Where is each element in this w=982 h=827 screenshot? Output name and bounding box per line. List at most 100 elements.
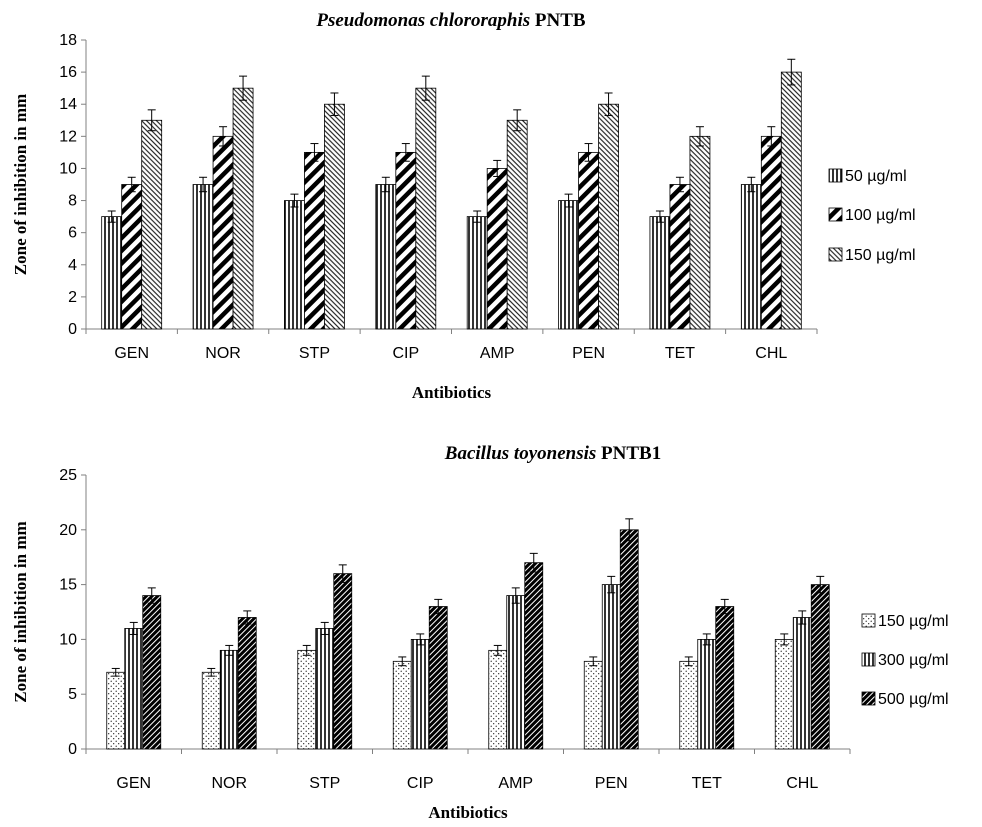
error-bar-chl-series-3	[816, 575, 825, 594]
error-bar-stp-series-1	[302, 644, 311, 656]
error-bar-cip-series-1	[381, 176, 390, 193]
bar-cip-series-3	[415, 87, 437, 330]
y-tick-label: 8	[68, 193, 77, 210]
error-bar-pen-series-1	[564, 193, 573, 208]
bar-amp-series-2	[506, 595, 526, 750]
bar-cip-series-1	[392, 660, 412, 750]
bar-stp-series-1	[284, 200, 305, 330]
x-tick-label-pen: PEN	[595, 775, 628, 792]
bar-cip-series-3	[428, 606, 448, 750]
error-bar-pen-series-2	[607, 575, 616, 594]
error-bar-amp-series-3	[529, 552, 538, 573]
error-bar-nor-series-3	[239, 75, 248, 101]
error-bar-stp-series-3	[338, 564, 347, 583]
bar-cip-series-2	[395, 151, 417, 330]
bar-chl-series-2	[792, 617, 812, 750]
x-tick-label-tet: TET	[692, 775, 722, 792]
x-tick-label-chl: CHL	[786, 775, 818, 792]
bar-stp-series-3	[333, 573, 353, 750]
x-tick-label-amp: AMP	[498, 775, 533, 792]
y-tick-label: 15	[59, 577, 77, 594]
y-axis-label: Zone of inhibition in mm	[11, 521, 30, 702]
error-bar-gen-series-3	[147, 587, 156, 604]
bar-amp-series-3	[524, 562, 544, 750]
bar-amp-series-1	[488, 649, 508, 750]
error-bar-pen-series-2	[584, 143, 593, 162]
x-tick-label-nor: NOR	[211, 775, 247, 792]
error-bar-nor-series-1	[199, 176, 208, 193]
bar-pen-series-2	[578, 151, 599, 330]
bar-stp-series-2	[304, 151, 325, 330]
bar-nor-series-2	[212, 135, 234, 330]
x-tick-label-cip: CIP	[407, 775, 434, 792]
legend-swatch-1	[828, 168, 843, 183]
bar-gen-series-3	[142, 595, 162, 750]
legend-swatch-3	[828, 247, 843, 262]
x-tick-label-pen: PEN	[572, 345, 605, 362]
bar-amp-series-2	[486, 168, 508, 330]
legend-label-1: 50 µg/ml	[845, 168, 907, 185]
x-axis-label: Antibiotics	[428, 803, 508, 822]
bar-gen-series-1	[101, 216, 123, 330]
y-tick-label: 4	[68, 257, 77, 274]
bar-cip-series-1	[375, 184, 397, 330]
error-bar-cip-series-1	[398, 656, 407, 667]
y-tick-label: 20	[59, 522, 77, 539]
bar-gen-series-2	[124, 628, 144, 750]
bar-chl-series-3	[780, 71, 802, 330]
chart-title-organism: Pseudomonas chlororaphis	[315, 10, 530, 31]
error-bar-tet-series-3	[720, 598, 729, 615]
error-bar-chl-series-3	[787, 58, 796, 86]
chart-2: Bacillus toyonensis PNTB1 0 5 10 15 20 25 Antib…	[11, 443, 949, 822]
x-tick-label-amp: AMP	[480, 345, 515, 362]
bar-gen-series-3	[141, 119, 163, 330]
error-bar-cip-series-3	[421, 75, 430, 101]
x-tick-label-gen: GEN	[114, 345, 149, 362]
legend-label-1: 150 µg/ml	[878, 613, 949, 630]
x-tick-label-stp: STP	[309, 775, 340, 792]
y-tick-label: 10	[59, 160, 77, 177]
legend-swatch-1	[861, 613, 876, 628]
legend-label-2: 100 µg/ml	[845, 207, 916, 224]
bar-stp-series-2	[315, 628, 335, 750]
error-bar-stp-series-2	[320, 621, 329, 635]
error-bar-tet-series-2	[702, 633, 711, 646]
x-tick-label-nor: NOR	[205, 345, 241, 362]
legend: 150 µg/ml 300 µg/ml 500 µg/ml	[861, 613, 949, 708]
bar-pen-series-2	[601, 584, 621, 750]
bar-tet-series-3	[715, 606, 735, 750]
bar-pen-series-1	[558, 200, 579, 330]
error-bar-chl-series-2	[798, 610, 807, 625]
error-bar-cip-series-3	[434, 598, 443, 615]
error-bar-pen-series-3	[625, 518, 634, 542]
error-bar-gen-series-2	[127, 176, 136, 193]
chart-title-organism: Bacillus toyonensis	[444, 443, 597, 464]
error-bar-nor-series-2	[219, 126, 228, 147]
bar-gen-series-1	[106, 671, 126, 750]
legend-swatch-2	[828, 207, 843, 222]
bar-pen-series-3	[598, 103, 619, 330]
error-bar-amp-series-1	[473, 210, 482, 223]
legend-swatch-3	[861, 691, 876, 706]
legend-swatch-2	[861, 652, 876, 667]
error-bar-tet-series-1	[684, 656, 693, 667]
bar-nor-series-2	[219, 649, 239, 750]
charts-layer: Pseudomonas chlororaphis PNTB 0 2 4 6 8 10 12 14…	[11, 10, 949, 822]
y-tick-label: 25	[59, 467, 77, 484]
error-bar-stp-series-3	[330, 92, 339, 116]
legend: 50 µg/ml 100 µg/ml 150 µg/ml	[828, 168, 916, 264]
x-tick-label-stp: STP	[299, 345, 330, 362]
x-tick-label-cip: CIP	[392, 345, 419, 362]
bar-tet-series-1	[649, 216, 671, 330]
y-tick-label: 10	[59, 631, 77, 648]
bar-nor-series-1	[201, 671, 221, 750]
y-tick-label: 2	[68, 289, 77, 306]
chart-title: Pseudomonas chlororaphis PNTB	[315, 10, 586, 31]
error-bar-chl-series-2	[767, 126, 776, 147]
error-bar-tet-series-2	[675, 176, 684, 193]
error-bar-pen-series-1	[589, 656, 598, 667]
y-tick-label: 12	[59, 128, 77, 145]
bar-chl-series-1	[774, 639, 794, 750]
error-bar-nor-series-2	[225, 644, 234, 656]
